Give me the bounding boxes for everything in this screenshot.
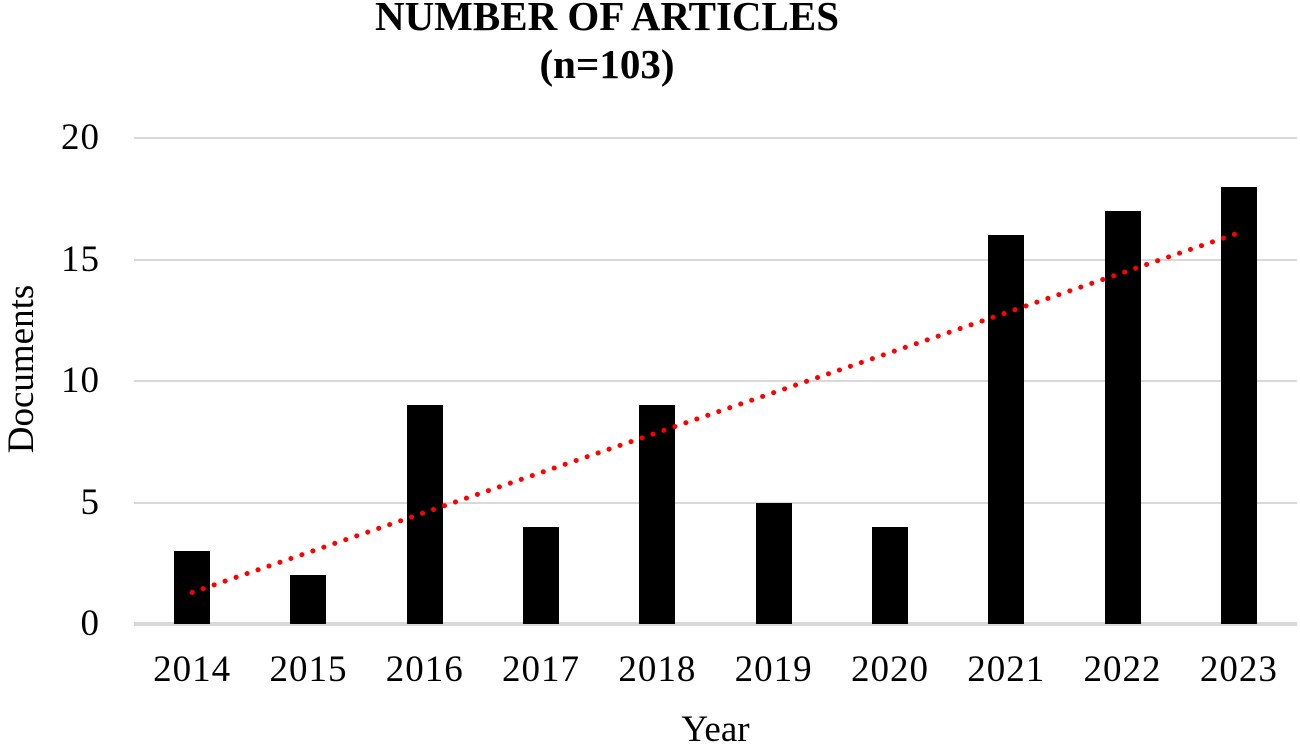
y-tick-label-5: 5 <box>80 481 100 523</box>
bar-2016 <box>406 405 443 624</box>
bar-2020 <box>871 526 908 624</box>
bar-2022 <box>1104 210 1141 624</box>
x-tick-label-2014: 2014 <box>153 649 232 690</box>
x-tick-label-2023: 2023 <box>1199 649 1278 690</box>
x-tick-label-2022: 2022 <box>1083 649 1162 690</box>
x-tick-label-2021: 2021 <box>967 649 1046 690</box>
chart-title-block: NUMBER OF ARTICLES (n=103) <box>375 0 839 88</box>
gridline <box>134 258 1297 261</box>
plot-area <box>134 137 1297 626</box>
x-tick-label-2020: 2020 <box>850 649 929 690</box>
x-axis-title: Year <box>681 709 750 750</box>
bar-2017 <box>523 526 560 624</box>
bar-2019 <box>755 502 792 624</box>
x-tick-label-2015: 2015 <box>269 649 348 690</box>
bar-2018 <box>639 405 676 624</box>
y-tick-label-10: 10 <box>61 360 100 401</box>
gridline <box>134 380 1297 382</box>
x-axis-line <box>134 622 1297 626</box>
x-tick-label-2019: 2019 <box>734 649 813 690</box>
chart-title: NUMBER OF ARTICLES <box>374 0 840 39</box>
bar-2015 <box>290 575 327 624</box>
bar-2021 <box>988 235 1025 624</box>
trendline-dots <box>189 230 1242 595</box>
gridline <box>134 501 1297 504</box>
x-tick-label-2016: 2016 <box>385 649 464 690</box>
gridline <box>134 137 1297 139</box>
y-tick-label-15: 15 <box>61 238 100 280</box>
x-tick-label-2017: 2017 <box>502 649 581 690</box>
bar-2023 <box>1220 186 1257 624</box>
chart-subtitle: (n=103) <box>539 41 675 87</box>
y-tick-label-0: 0 <box>80 603 100 644</box>
trendline <box>189 230 1242 595</box>
y-tick-label-20: 20 <box>61 117 100 158</box>
x-tick-label-2018: 2018 <box>618 649 697 690</box>
